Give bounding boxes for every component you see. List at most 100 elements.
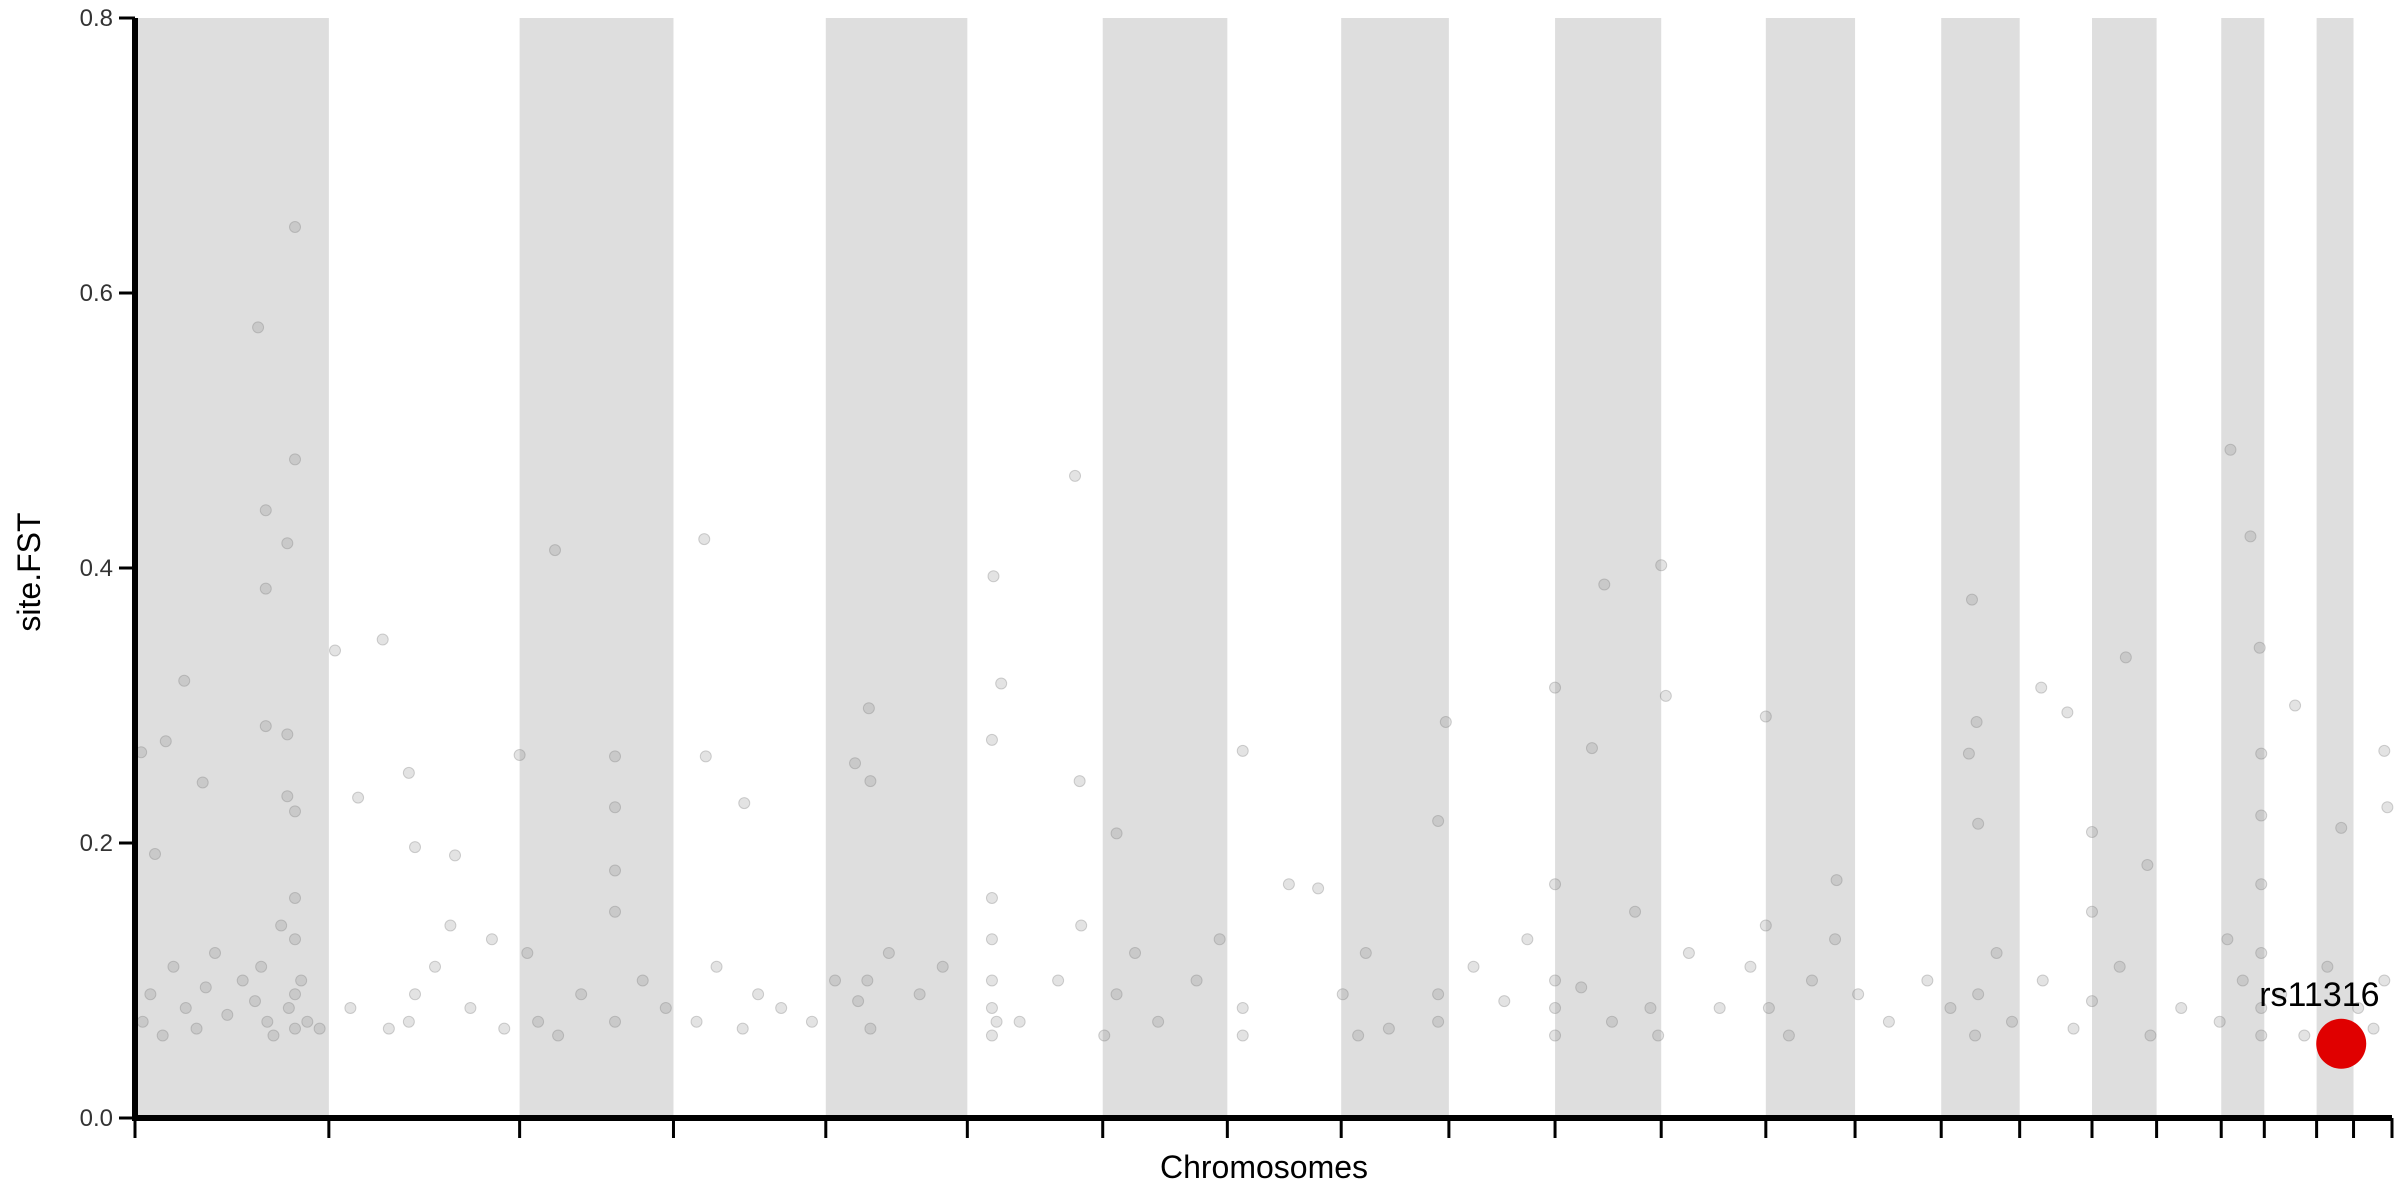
point bbox=[1921, 974, 1934, 987]
point bbox=[1829, 933, 1842, 946]
point bbox=[1713, 1002, 1726, 1014]
point bbox=[289, 892, 302, 904]
point bbox=[249, 995, 262, 1008]
point bbox=[659, 1002, 672, 1014]
point bbox=[376, 633, 389, 646]
point bbox=[409, 988, 422, 1001]
point bbox=[2352, 1002, 2365, 1014]
point bbox=[1682, 947, 1695, 959]
point bbox=[2381, 801, 2394, 814]
point bbox=[329, 644, 342, 657]
point bbox=[1762, 1002, 1775, 1014]
point bbox=[1759, 919, 1772, 932]
point bbox=[2253, 641, 2266, 654]
point bbox=[1129, 947, 1142, 959]
point bbox=[1382, 1022, 1395, 1035]
point bbox=[1498, 995, 1511, 1008]
point bbox=[281, 790, 294, 803]
point bbox=[1110, 988, 1123, 1001]
point bbox=[1759, 710, 1772, 723]
point bbox=[609, 1015, 622, 1028]
point bbox=[936, 960, 949, 973]
point bbox=[699, 750, 712, 763]
point bbox=[352, 791, 365, 804]
point bbox=[805, 1015, 818, 1028]
point bbox=[485, 933, 498, 946]
point bbox=[2141, 859, 2154, 871]
point bbox=[2175, 1002, 2188, 1014]
point bbox=[1882, 1015, 1895, 1028]
point bbox=[2061, 706, 2074, 719]
point bbox=[1782, 1029, 1795, 1042]
point bbox=[532, 1015, 545, 1028]
point bbox=[775, 1002, 788, 1014]
point bbox=[2255, 747, 2268, 760]
point bbox=[2221, 933, 2234, 946]
chromosome-band bbox=[2316, 18, 2354, 1118]
point bbox=[259, 582, 272, 595]
point bbox=[985, 974, 998, 987]
point bbox=[1213, 933, 1226, 946]
point bbox=[549, 544, 562, 557]
point bbox=[2255, 1002, 2268, 1014]
point bbox=[1744, 960, 1757, 973]
point bbox=[987, 570, 1000, 583]
axes: 0.0 0.2 0.4 0.6 0.8 bbox=[80, 5, 2394, 1138]
point bbox=[862, 702, 875, 715]
point bbox=[985, 892, 998, 904]
point bbox=[261, 1015, 274, 1028]
point bbox=[402, 1015, 415, 1028]
point bbox=[1432, 1015, 1445, 1028]
point bbox=[178, 674, 191, 687]
y-tick-label: 0.2 bbox=[80, 830, 113, 857]
point bbox=[2224, 443, 2237, 456]
point bbox=[710, 960, 723, 973]
point bbox=[267, 1029, 280, 1042]
point bbox=[295, 974, 308, 987]
point bbox=[690, 1015, 703, 1028]
point bbox=[281, 537, 294, 550]
point bbox=[1013, 1015, 1026, 1028]
point bbox=[552, 1029, 565, 1042]
point bbox=[2298, 1029, 2311, 1042]
point bbox=[209, 947, 222, 959]
point bbox=[1965, 593, 1978, 606]
points: rs11316 bbox=[135, 221, 2394, 1069]
point bbox=[1521, 933, 1534, 946]
point bbox=[1549, 1029, 1562, 1042]
point bbox=[190, 1022, 203, 1035]
highlight-point bbox=[2316, 1018, 2367, 1069]
point bbox=[221, 1008, 234, 1021]
x-axis-label: Chromosomes bbox=[1160, 1149, 1368, 1185]
point bbox=[402, 766, 415, 779]
point bbox=[344, 1002, 357, 1014]
point bbox=[1190, 974, 1203, 987]
point bbox=[289, 1022, 302, 1035]
point bbox=[159, 735, 172, 748]
point bbox=[575, 988, 588, 1001]
point bbox=[698, 533, 711, 546]
point bbox=[609, 864, 622, 877]
point bbox=[864, 775, 877, 788]
y-axis-label: site.FST bbox=[11, 512, 47, 631]
point bbox=[1069, 469, 1082, 482]
point bbox=[995, 677, 1008, 690]
point bbox=[301, 1015, 314, 1028]
point bbox=[849, 757, 862, 770]
point bbox=[2255, 947, 2268, 959]
point bbox=[1549, 681, 1562, 694]
point bbox=[2085, 995, 2098, 1008]
point bbox=[1336, 988, 1349, 1001]
chromosome-band bbox=[135, 18, 329, 1118]
point bbox=[179, 1002, 192, 1014]
point bbox=[2275, 988, 2288, 1001]
point bbox=[1075, 919, 1088, 932]
chromosome-band bbox=[1555, 18, 1662, 1118]
point bbox=[1644, 1002, 1657, 1014]
point bbox=[1629, 905, 1642, 918]
point bbox=[609, 905, 622, 918]
point bbox=[429, 960, 442, 973]
point bbox=[289, 933, 302, 946]
